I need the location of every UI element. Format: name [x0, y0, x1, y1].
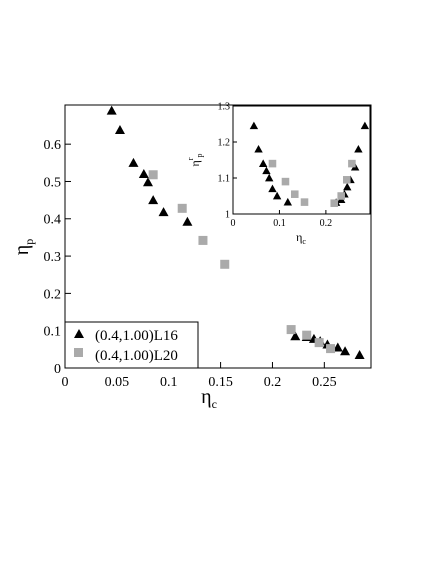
main-y-tick-label: 0.4 — [44, 213, 62, 228]
main-point-series2 — [220, 259, 230, 269]
main-point-series2 — [302, 330, 312, 340]
inset-point-series1 — [283, 197, 292, 206]
main-x-tick-label: 0.2 — [264, 375, 282, 390]
inset-point-series1 — [254, 145, 263, 153]
inset-x-tick-label: 0.2 — [320, 218, 333, 229]
main-series-marks — [106, 105, 365, 359]
inset-x-axis-label: ηc — [296, 230, 306, 246]
main-point-series1 — [354, 349, 365, 359]
main-x-tick-label: 0.05 — [105, 375, 130, 390]
main-x-tick-label: 0.25 — [312, 375, 337, 390]
legend-label-l16: (0.4,1.00)L16 — [95, 328, 178, 344]
inset-y-tick-label: 1.1 — [218, 174, 231, 185]
inset-point-series1 — [262, 166, 271, 175]
legend-label-l20: (0.4,1.00)L20 — [95, 348, 178, 364]
inset-x-tick-label: 0.1 — [273, 218, 286, 229]
inset-point-series1 — [268, 184, 277, 193]
main-point-series1 — [128, 157, 139, 167]
main-point-series1 — [332, 342, 343, 352]
inset-point-series1 — [360, 121, 370, 130]
main-x-axis-label: ηc — [201, 386, 217, 411]
legend-box — [64, 321, 199, 369]
main-point-series1 — [138, 169, 149, 179]
main-x-tick-label: 0.15 — [208, 375, 233, 390]
main-point-series1 — [182, 216, 193, 226]
inset-point-series2 — [337, 192, 345, 200]
main-point-series1 — [114, 124, 125, 134]
main-y-tick-label: 0.3 — [44, 250, 62, 265]
main-point-series2 — [326, 344, 336, 354]
main-y-tick-label: 0.5 — [44, 175, 62, 190]
inset-y-tick-label: 1.2 — [218, 138, 231, 149]
main-point-series2 — [177, 203, 187, 213]
legend-marker-l20 — [74, 348, 83, 357]
inset-series-marks — [249, 121, 370, 207]
main-plot-frame — [64, 104, 372, 369]
legend-marker-l16 — [74, 329, 84, 338]
inset-point-series1 — [249, 121, 259, 130]
inset-point-series2 — [290, 190, 299, 198]
main-x-tick-label: 0 — [62, 375, 69, 390]
main-point-series1 — [142, 177, 153, 187]
inset-y-tick-label: 1.3 — [218, 102, 231, 113]
main-point-series2 — [148, 170, 158, 180]
main-point-series2 — [314, 338, 324, 348]
main-point-series1 — [290, 331, 301, 341]
main-point-series1 — [148, 195, 159, 205]
main-point-series1 — [106, 105, 117, 115]
inset-point-series1 — [258, 159, 268, 167]
inset-point-series1 — [272, 191, 282, 200]
inset-point-series1 — [265, 173, 274, 182]
main-point-series2 — [198, 235, 208, 245]
inset-point-series2 — [348, 159, 356, 168]
inset-y-axis-label: ηrp — [186, 154, 204, 167]
main-point-series2 — [286, 325, 296, 335]
main-y-axis-label: ηp — [11, 239, 36, 255]
main-y-tick-label: 0.6 — [44, 138, 62, 153]
main-y-tick-label: 0 — [54, 362, 61, 377]
main-point-series1 — [340, 346, 351, 356]
inset-point-series1 — [343, 182, 352, 191]
inset-point-series1 — [354, 145, 363, 153]
inset-point-series2 — [330, 199, 339, 207]
main-y-tick-label: 0.1 — [44, 325, 62, 340]
inset-x-tick-label: 0 — [231, 218, 236, 229]
inset-axes: 0 0.1 0.2 1 1.1 1.2 1.3 — [218, 102, 333, 230]
legend: (0.4,1.00)L16 (0.4,1.00)L20 — [64, 321, 199, 369]
main-y-tick-label: 0.2 — [44, 287, 62, 302]
main-point-series1 — [158, 207, 169, 217]
inset-point-series2 — [268, 159, 277, 168]
main-x-tick-label: 0.1 — [160, 375, 178, 390]
main-axes: 0 0.05 0.1 0.15 0.2 0.25 0 0.1 0.2 0.3 0.4 0.5 0.6 — [44, 138, 337, 390]
inset-y-tick-label: 1 — [225, 210, 230, 221]
inset-point-series2 — [300, 198, 309, 206]
inset-point-series2 — [281, 177, 290, 186]
inset-point-series2 — [342, 176, 351, 184]
